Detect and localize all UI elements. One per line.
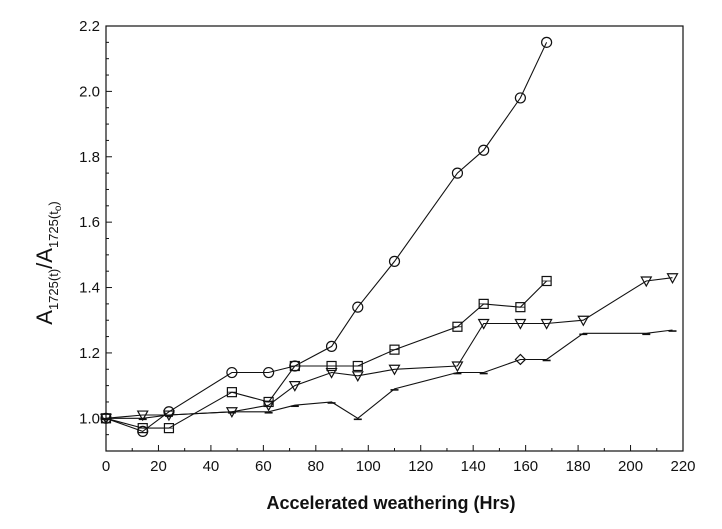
data-point-triangle-down	[325, 367, 338, 379]
y-tick-label: 1.6	[79, 214, 100, 231]
series-square	[100, 275, 552, 434]
y-axis-title-slash: /	[32, 262, 57, 269]
x-tick-label: 100	[356, 458, 381, 475]
y-tick-label: 1.8	[79, 149, 100, 166]
data-point-circle	[352, 301, 364, 313]
series-layer	[99, 36, 679, 437]
data-point-triangle-down	[540, 318, 553, 330]
data-point-circle	[325, 340, 338, 352]
x-tick-label: 160	[513, 458, 538, 475]
data-point-triangle-down	[477, 318, 490, 330]
y-axis-title-den-sub: 1725(t	[46, 211, 61, 248]
series-line-circle	[105, 42, 548, 433]
series-line-triangle-down	[105, 277, 673, 419]
x-tick-label: 200	[618, 458, 643, 475]
y-tick-label: 2.0	[79, 83, 100, 100]
y-axis-title-den: A	[32, 248, 57, 263]
y-axis-title-den-sub-index: o	[53, 205, 64, 211]
data-point-circle	[226, 366, 238, 379]
x-axis-title: Accelerated weathering (Hrs)	[266, 493, 515, 513]
y-tick-label: 1.4	[79, 280, 100, 297]
data-point-diamond	[514, 353, 527, 366]
x-tick-label: 40	[203, 458, 220, 475]
data-point-circle	[451, 167, 464, 179]
series-line-square	[105, 280, 547, 429]
data-point-triangle-down	[351, 371, 364, 383]
data-point-circle	[541, 36, 553, 48]
x-tick-label: 0	[102, 458, 110, 475]
x-tick-label: 120	[408, 458, 433, 475]
series-line-diamond	[106, 329, 673, 419]
x-tick-label: 180	[566, 458, 591, 475]
y-axis-title-num: A	[32, 310, 57, 325]
data-point-triangle-down	[388, 364, 401, 376]
data-point-triangle-down	[577, 315, 590, 327]
data-point-circle	[514, 92, 526, 104]
series-circle	[100, 36, 553, 437]
x-tick-label: 220	[670, 458, 695, 475]
data-point-triangle-down	[451, 361, 464, 373]
y-axis-title: A1725(t)/A1725(to)	[32, 201, 64, 324]
plot-frame	[105, 25, 684, 452]
data-point-triangle-down	[514, 318, 527, 330]
data-point-triangle-down	[640, 276, 653, 288]
axes: 0 20 40 60 80 100 120 140 160 180 200 220 1.0 1.2 1.4 1…	[79, 18, 695, 475]
data-point-triangle-down	[136, 410, 149, 422]
y-tick-label: 1.0	[79, 410, 100, 427]
x-tick-label: 80	[307, 458, 324, 475]
series-diamond	[102, 329, 677, 421]
y-tick-label: 1.2	[79, 345, 100, 362]
data-point-circle	[388, 255, 401, 267]
x-tick-label: 20	[150, 458, 167, 475]
y-tick-label: 2.2	[79, 18, 100, 35]
x-tick-label: 60	[255, 458, 272, 475]
data-point-circle	[478, 144, 490, 156]
data-point-triangle-down	[262, 400, 275, 412]
y-axis-title-den-sub-close: )	[46, 201, 61, 205]
series-triangle-down	[99, 273, 679, 425]
y-axis-title-num-sub: 1725(t)	[46, 269, 61, 310]
x-tick-label: 140	[461, 458, 486, 475]
data-point-circle	[263, 366, 275, 379]
data-point-triangle-down	[666, 273, 679, 284]
data-point-triangle-down	[288, 381, 301, 392]
